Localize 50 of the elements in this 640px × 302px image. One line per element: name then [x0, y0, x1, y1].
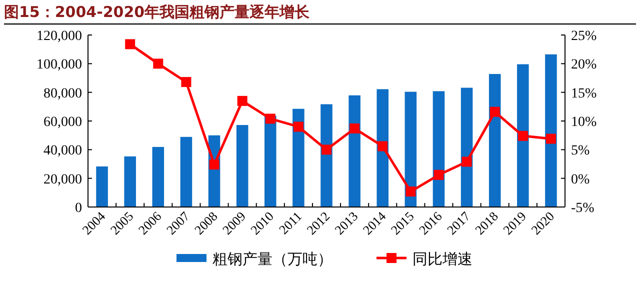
y2-tick-label: 0%: [571, 172, 590, 188]
point: [406, 186, 416, 197]
bar: [488, 74, 501, 207]
bar: [292, 108, 304, 207]
point: [125, 39, 136, 50]
y-tick-label: 20,000: [44, 172, 82, 188]
bar: [460, 88, 473, 207]
point: [350, 123, 360, 134]
bar: [432, 91, 445, 207]
point: [490, 106, 500, 117]
y-tick-label: 80,000: [44, 86, 82, 102]
bar: [404, 92, 417, 207]
point: [209, 160, 220, 170]
point: [153, 58, 164, 69]
legend-label: 同比增速: [412, 250, 472, 268]
bar: [96, 166, 108, 207]
bar: [545, 54, 557, 207]
legend-label: 粗钢产量（万吨）: [212, 250, 332, 268]
bar: [152, 146, 164, 207]
bar: [236, 125, 248, 207]
point: [462, 156, 472, 167]
y2-tick-label: 5%: [571, 144, 590, 159]
y2-tick-label: -5%: [571, 201, 595, 216]
bar: [124, 156, 136, 207]
bar: [517, 64, 529, 207]
point: [518, 130, 528, 141]
y2-tick-label: 20%: [571, 58, 597, 73]
point: [293, 122, 304, 132]
bar: [320, 104, 332, 207]
point: [546, 134, 556, 144]
y-tick-label: 60,000: [44, 115, 82, 130]
x-tick-label: 2011: [276, 208, 305, 238]
bar: [264, 116, 276, 207]
y2-tick-label: 25%: [571, 29, 597, 44]
y-tick-label: 0: [75, 201, 82, 216]
point: [265, 114, 276, 124]
bar: [180, 136, 192, 207]
y-tick-label: 100,000: [36, 58, 82, 73]
y2-tick-label: 10%: [571, 115, 597, 130]
y-tick-label: 40,000: [44, 144, 82, 159]
y2-tick-label: 15%: [571, 86, 597, 102]
point: [237, 96, 248, 106]
point: [378, 141, 388, 152]
point: [322, 144, 332, 155]
bar: [376, 89, 389, 207]
point: [434, 170, 444, 180]
point: [181, 77, 192, 88]
y-tick-label: 120,000: [36, 29, 82, 44]
title: 图15：2004-2020年我国粗钢产量逐年增长: [4, 3, 310, 21]
bar: [348, 95, 360, 207]
